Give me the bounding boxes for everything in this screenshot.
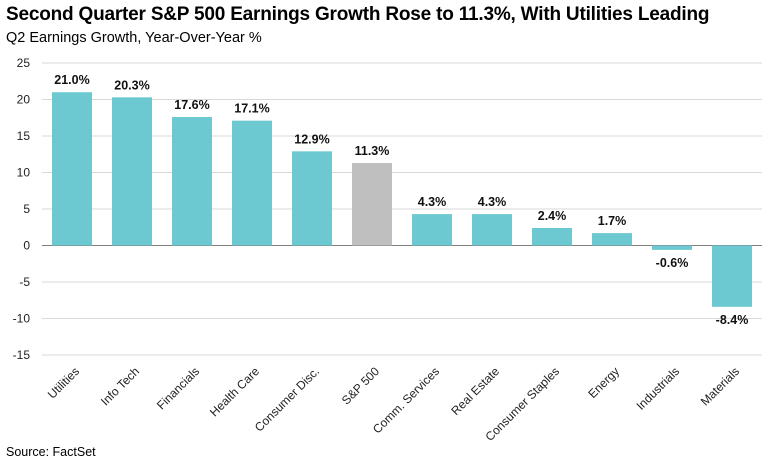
data-label: 21.0% [54, 73, 89, 87]
data-label: 4.3% [478, 195, 507, 209]
x-category-label: Industrials [634, 364, 683, 413]
data-label: 2.4% [538, 209, 567, 223]
data-label: 12.9% [294, 132, 329, 146]
bar [532, 227, 572, 246]
source-note: Source: FactSet [6, 445, 96, 459]
data-label: 1.7% [598, 214, 627, 228]
data-label: 20.3% [114, 78, 149, 92]
x-category-label: Materials [698, 364, 742, 408]
y-tick-label: 15 [17, 129, 31, 143]
x-category-label: Consumer Disc. [252, 364, 322, 434]
x-category-label: Financials [154, 364, 202, 412]
chart-title: Second Quarter S&P 500 Earnings Growth R… [6, 4, 710, 25]
y-tick-label: -10 [13, 312, 31, 326]
data-label: -0.6% [656, 256, 689, 270]
bar-chart: 25 20 15 10 5 0 -5 -10 -15 21.0% Utilities 20.3% Inf… [13, 56, 762, 440]
chart-subtitle: Q2 Earnings Growth, Year-Over-Year % [6, 30, 262, 46]
bar [292, 151, 332, 246]
bar [472, 214, 512, 246]
y-tick-label: 0 [23, 239, 30, 253]
y-tick-label: 5 [23, 202, 30, 216]
data-label: 4.3% [418, 195, 447, 209]
data-label: 11.3% [355, 144, 390, 158]
bar [652, 245, 692, 250]
bar [172, 117, 212, 246]
bar [352, 163, 392, 246]
x-category-label: S&P 500 [339, 364, 382, 407]
x-category-label: Real Estate [448, 364, 502, 418]
y-tick-label: -5 [19, 275, 30, 289]
x-category-label: Energy [585, 364, 622, 401]
x-category-label: Health Care [207, 364, 262, 419]
bar [712, 245, 752, 307]
bar [232, 120, 272, 246]
data-label: 17.1% [234, 102, 269, 116]
y-tick-label: -15 [13, 348, 31, 362]
bar [592, 233, 632, 246]
data-label: -8.4% [716, 313, 749, 327]
bar [52, 92, 92, 246]
bar [112, 97, 152, 246]
x-category-label: Utilities [45, 364, 82, 401]
y-tick-label: 20 [17, 93, 31, 107]
y-tick-label: 10 [17, 166, 31, 180]
y-tick-label: 25 [17, 56, 31, 70]
data-label: 17.6% [174, 98, 209, 112]
bar [412, 214, 452, 246]
x-category-label: Info Tech [98, 364, 142, 408]
